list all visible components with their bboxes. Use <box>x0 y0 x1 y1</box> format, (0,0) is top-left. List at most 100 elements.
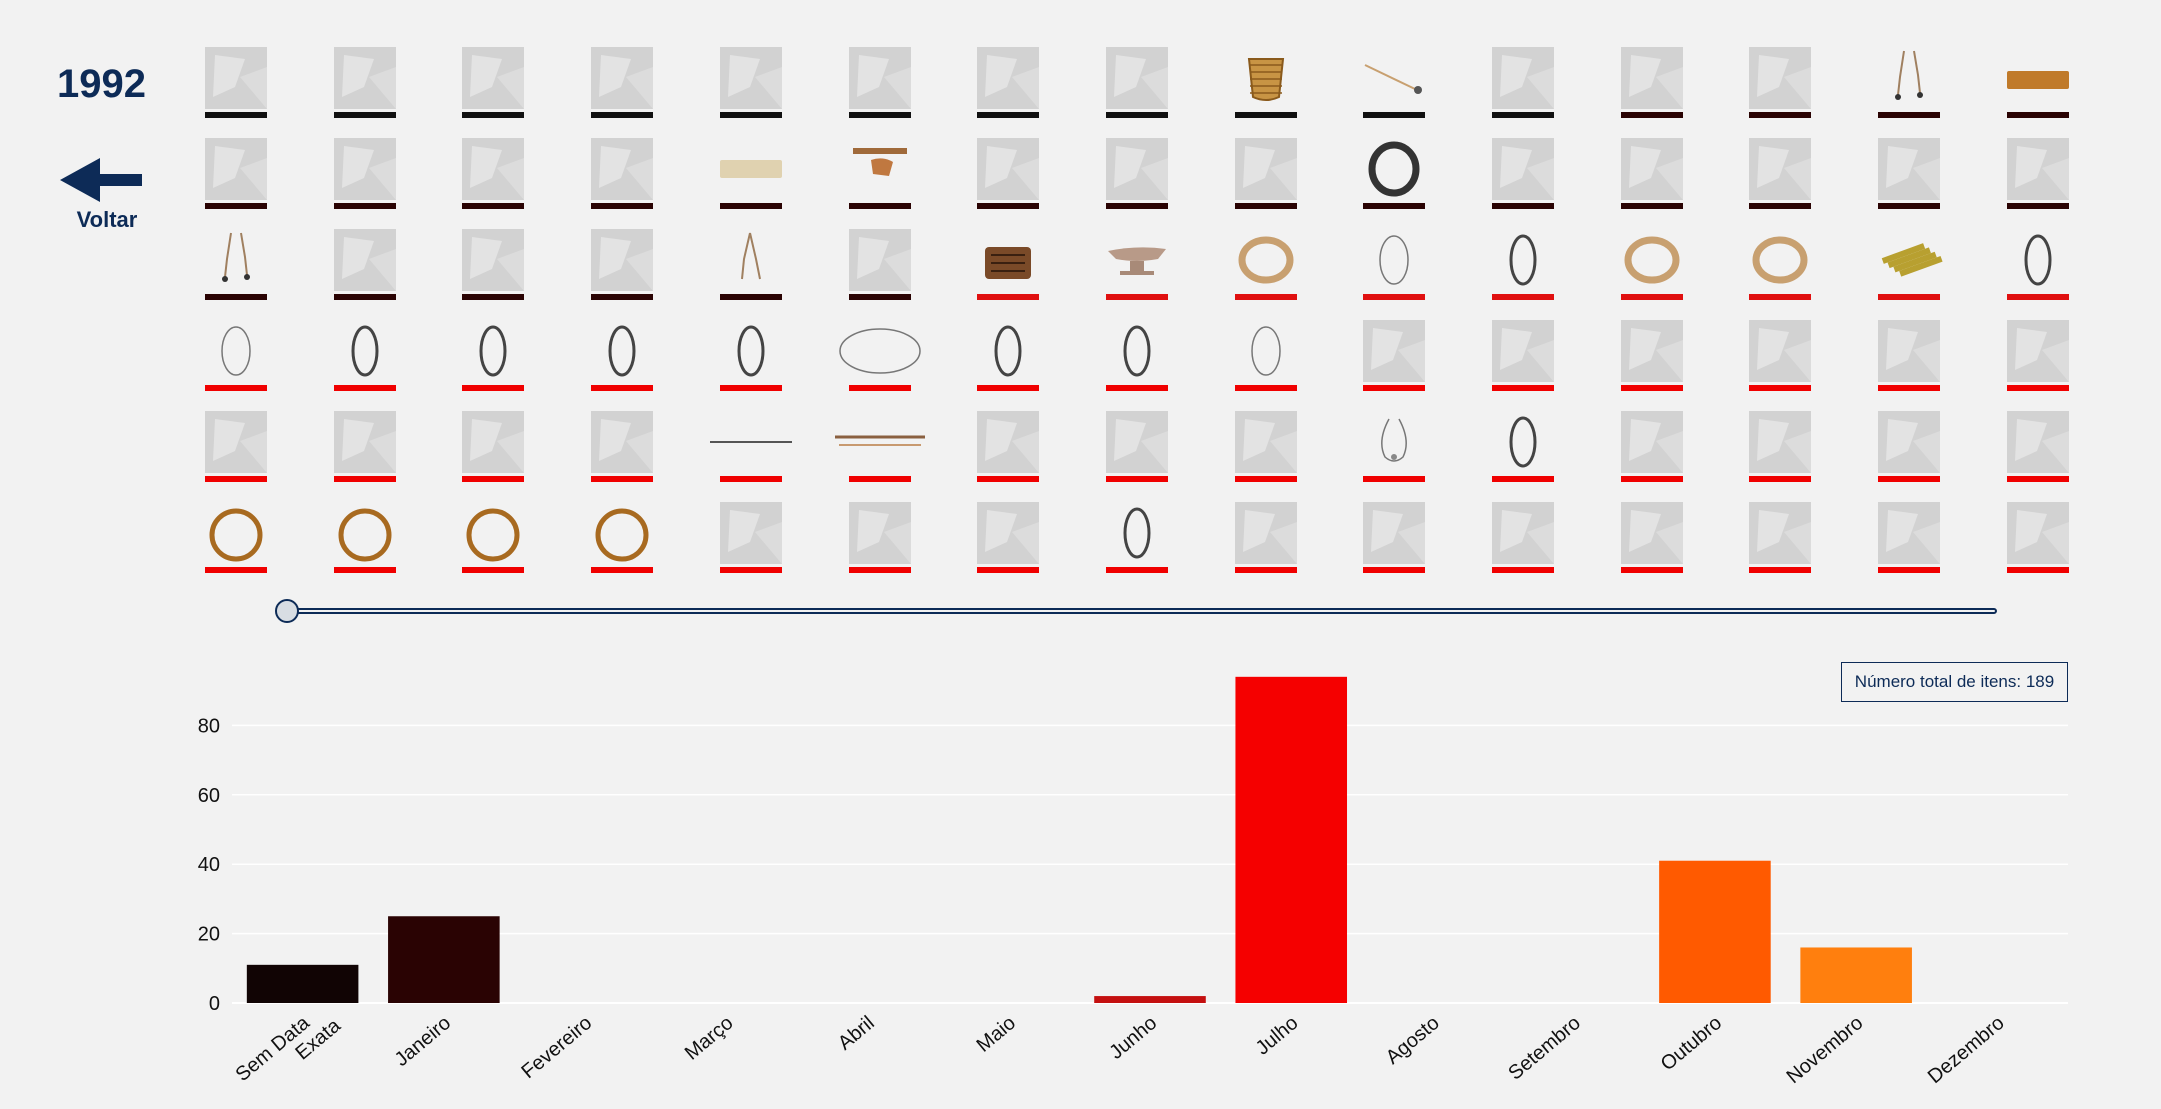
item-card[interactable] <box>1088 318 1178 394</box>
item-card[interactable] <box>573 227 663 303</box>
item-card[interactable] <box>1731 136 1821 212</box>
item-card[interactable] <box>187 409 277 485</box>
item-card[interactable] <box>831 409 925 485</box>
item-card[interactable] <box>1860 227 1950 303</box>
item-card[interactable] <box>1731 409 1821 485</box>
item-card[interactable] <box>444 500 534 576</box>
item-card[interactable] <box>702 136 792 212</box>
item-card[interactable] <box>1989 409 2079 485</box>
item-card[interactable] <box>1603 318 1693 394</box>
item-card[interactable] <box>1474 45 1564 121</box>
item-card[interactable] <box>1217 45 1307 121</box>
item-card[interactable] <box>1345 500 1435 576</box>
item-card[interactable] <box>831 318 921 394</box>
bar[interactable] <box>246 964 359 1003</box>
item-card[interactable] <box>573 318 663 394</box>
item-card[interactable] <box>1474 409 1564 485</box>
item-card[interactable] <box>1989 500 2079 576</box>
item-card[interactable] <box>831 136 921 212</box>
item-card[interactable] <box>573 45 663 121</box>
item-card[interactable] <box>316 227 406 303</box>
back-button[interactable]: Voltar <box>58 155 154 233</box>
item-card[interactable] <box>573 136 663 212</box>
item-card[interactable] <box>1603 500 1693 576</box>
item-card[interactable] <box>444 227 534 303</box>
item-card[interactable] <box>959 227 1049 303</box>
item-card[interactable] <box>1088 136 1178 212</box>
item-card[interactable] <box>1217 500 1307 576</box>
item-card[interactable] <box>316 45 406 121</box>
item-card[interactable] <box>316 136 406 212</box>
item-card[interactable] <box>959 500 1049 576</box>
item-card[interactable] <box>1345 409 1435 485</box>
item-card[interactable] <box>959 318 1049 394</box>
item-card[interactable] <box>187 45 277 121</box>
item-card[interactable] <box>1217 136 1307 212</box>
item-card[interactable] <box>1731 45 1821 121</box>
item-card[interactable] <box>1088 500 1178 576</box>
item-card[interactable] <box>1474 136 1564 212</box>
item-card[interactable] <box>702 318 792 394</box>
item-card[interactable] <box>1474 318 1564 394</box>
item-card[interactable] <box>1860 500 1950 576</box>
item-card[interactable] <box>1860 136 1950 212</box>
item-card[interactable] <box>1088 227 1178 303</box>
item-card[interactable] <box>959 136 1049 212</box>
item-card[interactable] <box>1603 227 1693 303</box>
item-card[interactable] <box>187 500 277 576</box>
bar[interactable] <box>1659 860 1771 1003</box>
bar[interactable] <box>1800 947 1912 1003</box>
item-card[interactable] <box>1474 227 1564 303</box>
item-card[interactable] <box>316 500 406 576</box>
item-card[interactable] <box>1345 45 1435 121</box>
bar[interactable] <box>388 916 500 1003</box>
image-placeholder-icon <box>205 47 267 109</box>
item-card[interactable] <box>444 409 534 485</box>
item-card[interactable] <box>187 136 277 212</box>
item-card[interactable] <box>1474 500 1564 576</box>
bar[interactable] <box>1235 676 1348 1003</box>
item-card[interactable] <box>1217 227 1307 303</box>
item-card[interactable] <box>831 45 921 121</box>
item-card[interactable] <box>1731 318 1821 394</box>
item-card[interactable] <box>1989 318 2079 394</box>
item-card[interactable] <box>1217 409 1307 485</box>
item-card[interactable] <box>316 409 406 485</box>
item-card[interactable] <box>831 500 921 576</box>
item-card[interactable] <box>1989 227 2079 303</box>
item-card[interactable] <box>831 227 921 303</box>
year-slider[interactable] <box>275 599 1997 624</box>
item-card[interactable] <box>1603 45 1693 121</box>
item-card[interactable] <box>959 409 1049 485</box>
item-card[interactable] <box>1345 318 1435 394</box>
item-card[interactable] <box>187 227 277 303</box>
item-card[interactable] <box>1989 136 2079 212</box>
item-card[interactable] <box>702 500 792 576</box>
item-card[interactable] <box>1088 409 1178 485</box>
item-card[interactable] <box>702 45 792 121</box>
item-card[interactable] <box>1860 45 1950 121</box>
item-card[interactable] <box>1345 227 1435 303</box>
item-card[interactable] <box>187 318 277 394</box>
item-card[interactable] <box>1217 318 1307 394</box>
item-card[interactable] <box>1603 136 1693 212</box>
item-card[interactable] <box>702 227 792 303</box>
item-card[interactable] <box>316 318 406 394</box>
item-card[interactable] <box>444 136 534 212</box>
item-card[interactable] <box>1731 227 1821 303</box>
item-card[interactable] <box>1860 318 1950 394</box>
item-card[interactable] <box>1860 409 1950 485</box>
item-card[interactable] <box>573 500 663 576</box>
item-card[interactable] <box>1603 409 1693 485</box>
bar[interactable] <box>1094 996 1206 1003</box>
item-card[interactable] <box>573 409 663 485</box>
item-card[interactable] <box>702 409 792 485</box>
item-card[interactable] <box>1345 136 1435 212</box>
item-card[interactable] <box>959 45 1049 121</box>
item-card[interactable] <box>1088 45 1178 121</box>
slider-handle[interactable] <box>275 599 299 623</box>
item-card[interactable] <box>444 45 534 121</box>
item-card[interactable] <box>1731 500 1821 576</box>
item-card[interactable] <box>444 318 534 394</box>
item-card[interactable] <box>1989 45 2079 121</box>
